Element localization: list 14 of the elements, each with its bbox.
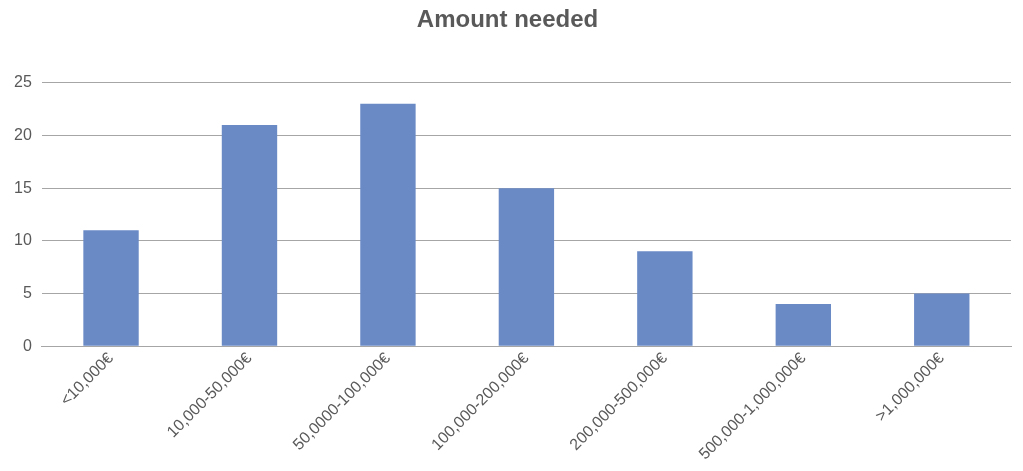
bar <box>637 251 693 346</box>
y-tick-label: 25 <box>14 73 32 91</box>
chart-title: Amount needed <box>416 5 599 33</box>
bar <box>221 124 278 346</box>
y-tick-label: 15 <box>14 178 32 196</box>
bar <box>360 103 416 346</box>
y-tick-label: 0 <box>22 336 32 354</box>
bar <box>83 230 139 346</box>
y-tick-label: 5 <box>22 283 32 301</box>
bar <box>498 188 555 346</box>
y-tick-label: 20 <box>14 125 32 143</box>
bar <box>775 304 832 346</box>
y-tick-label: 10 <box>14 231 32 249</box>
bar <box>914 293 970 346</box>
